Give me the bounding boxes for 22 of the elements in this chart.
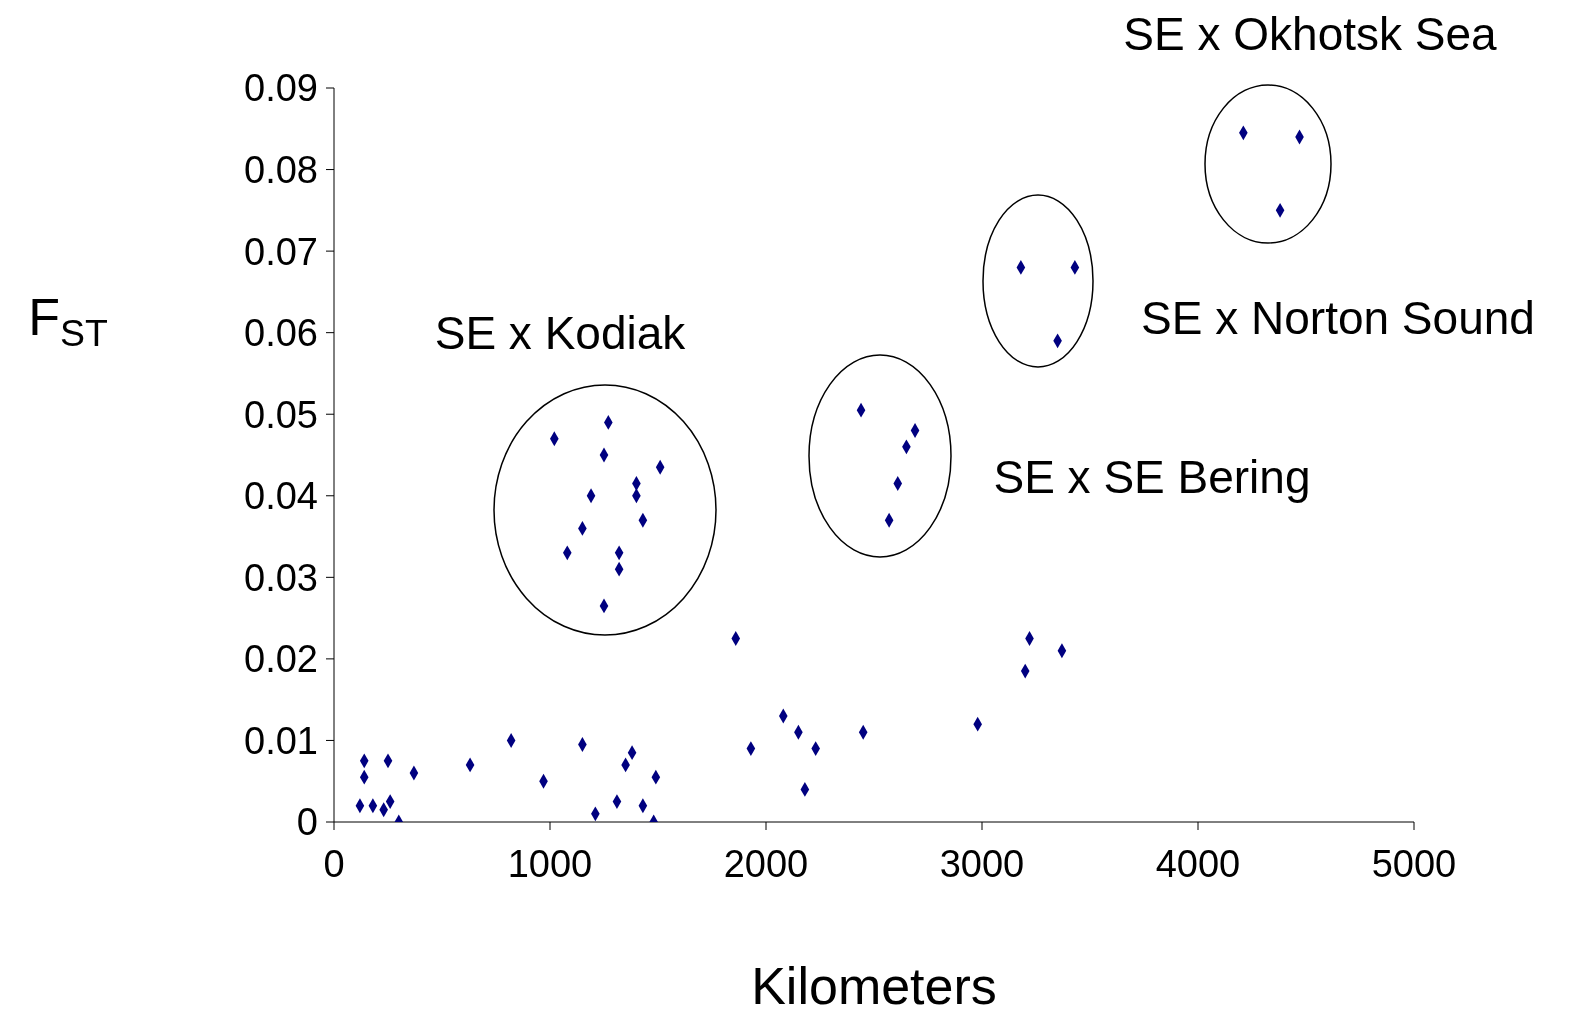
annotation: SE x Kodiak [434, 307, 687, 359]
x-tick-label: 3000 [939, 842, 1025, 885]
y-tick-label: 0.01 [244, 719, 318, 762]
x-axis-title: Kilometers [751, 957, 997, 1012]
y-tick-label: 0.05 [244, 393, 318, 436]
y-tick-label: 0.08 [244, 149, 318, 192]
x-tick-label: 4000 [1155, 842, 1241, 885]
y-axis-title: F$_{ST}$ [28, 288, 108, 355]
x-tick-label: 5000 [1371, 842, 1457, 885]
y-tick-label: 0 [296, 801, 318, 844]
annotation: SE x SE Bering [993, 451, 1311, 503]
y-tick-label: 0.02 [244, 638, 318, 681]
x-tick-label: 2000 [723, 842, 809, 885]
y-tick-label: 0.03 [244, 556, 318, 599]
annotation: SE x Norton Sound [1141, 292, 1535, 344]
y-tick-label: 0.07 [244, 230, 318, 273]
y-tick-label: 0.04 [244, 475, 318, 518]
x-tick-label: 1000 [507, 842, 593, 885]
y-tick-label: 0.06 [244, 312, 318, 355]
text: SE x Okhotsk Sea [1123, 8, 1498, 60]
x-tick-label: 0 [323, 842, 345, 885]
y-tick-label: 0.09 [244, 67, 318, 110]
